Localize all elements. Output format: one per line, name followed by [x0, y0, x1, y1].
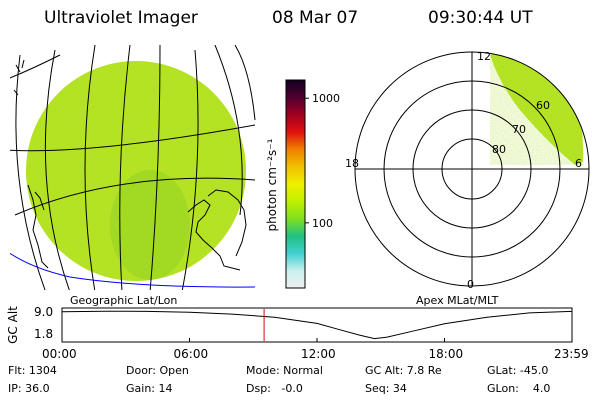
- meridian: [234, 45, 256, 121]
- altitude-xtick-label: 06:00: [174, 347, 209, 361]
- mlt-label-0: 0: [467, 278, 474, 291]
- altitude-xtick-label: 00:00: [42, 347, 77, 361]
- altitude-ylabel: GC Alt: [5, 306, 20, 344]
- meridian: [119, 45, 131, 290]
- altitude-xtick-label: 23:59: [554, 347, 589, 361]
- coastlines: [13, 59, 247, 271]
- coastline: [13, 59, 25, 96]
- observation-time: 09:30:44 UT: [428, 8, 533, 28]
- image-dim-region: [110, 170, 190, 280]
- info-mode: Mode: Normal: [246, 364, 323, 377]
- meridian: [214, 45, 243, 216]
- altitude-plot-frame: [61, 307, 573, 343]
- altitude-xtick-label: 18:00: [429, 347, 464, 361]
- coastline: [187, 199, 241, 271]
- parallel: [10, 54, 61, 79]
- altitude-curve: [61, 310, 572, 340]
- instrument-title: Ultraviolet Imager: [44, 8, 198, 28]
- altitude-ytick-min: 1.8: [34, 327, 54, 341]
- info-seq: Seq: 34: [365, 382, 407, 395]
- mlt-label-6: 6: [575, 157, 582, 170]
- info-gc-alt: GC Alt: 7.8 Re: [365, 364, 442, 377]
- terminator-coast: [10, 252, 256, 288]
- meridian: [44, 49, 70, 290]
- coastline: [27, 184, 49, 269]
- info-ip: IP: 36.0: [8, 382, 50, 395]
- meridian: [15, 54, 46, 290]
- lon-lines: [15, 45, 256, 290]
- geographic-image-panel: [10, 45, 256, 290]
- info-glat: GLat: -45.0: [487, 364, 549, 377]
- info-flight: Flt: 1304: [8, 364, 57, 377]
- coastline: [207, 189, 247, 257]
- info-door: Door: Open: [126, 364, 189, 377]
- info-gain: Gain: 14: [126, 382, 173, 395]
- colorbar: 1000 100: [285, 79, 340, 289]
- observation-date: 08 Mar 07: [272, 8, 359, 28]
- meridian: [84, 45, 96, 290]
- image-noise: [26, 61, 246, 281]
- altitude-ytick-max: 9.0: [34, 305, 54, 319]
- meridian: [149, 45, 161, 290]
- parallel: [10, 124, 256, 152]
- info-glon: GLon: 4.0: [487, 382, 551, 395]
- altitude-xtick-label: 12:00: [301, 347, 336, 361]
- geographic-panel-label: Geographic Lat/Lon: [70, 294, 178, 307]
- coastline: [34, 191, 45, 211]
- mlat-label-80: 80: [492, 143, 506, 156]
- colorbar-tick-label: 100: [312, 217, 333, 230]
- meridian: [181, 49, 199, 290]
- altitude-xticks: 00:00 06:00 12:00 18:00 23:59: [42, 338, 589, 361]
- mlat-label-70: 70: [512, 123, 526, 136]
- mlat-label-60: 60: [536, 99, 550, 112]
- info-dsp: Dsp: -0.0: [246, 382, 303, 395]
- colorbar-unit-label: photon cm⁻²s⁻¹: [265, 138, 279, 232]
- colorbar-ticks: 1000 100: [305, 92, 340, 230]
- polar-plot: 12 18 6 0 60 70 80: [345, 50, 590, 291]
- colorbar-tick-label: 1000: [312, 92, 340, 105]
- mlt-label-12: 12: [477, 50, 491, 63]
- mlt-label-18: 18: [345, 157, 359, 170]
- colorbar-scale: [285, 79, 306, 289]
- altitude-plot: 00:00 06:00 12:00 18:00 23:59: [42, 307, 589, 361]
- apex-panel-label: Apex MLat/MLT: [416, 294, 499, 307]
